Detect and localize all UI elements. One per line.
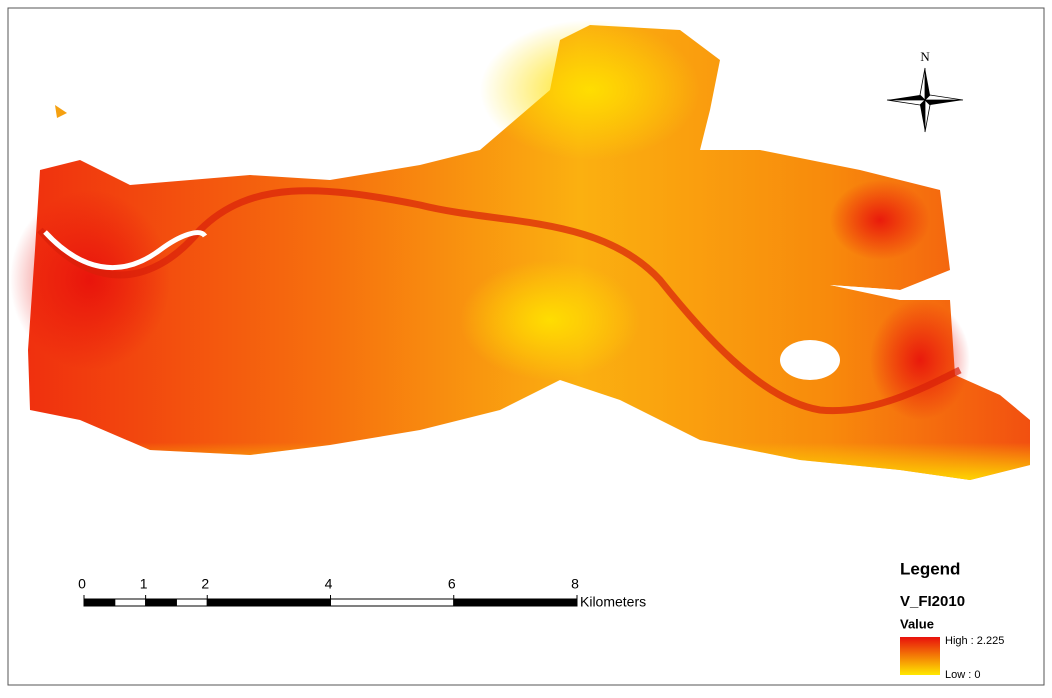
scale-tick-label: 4 bbox=[325, 576, 333, 592]
map-layout: N 0 1 2 4 6 8Kilometers Legend V_FI2010 Value… bbox=[0, 0, 1052, 693]
scale-tick-label: 0 bbox=[78, 576, 86, 592]
scale-segment bbox=[84, 599, 115, 606]
scale-segment bbox=[115, 599, 146, 606]
legend-title: Legend bbox=[900, 559, 960, 578]
scale-tick-label: 1 bbox=[140, 576, 148, 592]
scale-segment bbox=[146, 599, 177, 606]
color-ramp bbox=[900, 637, 940, 675]
scale-tick-label: 6 bbox=[448, 576, 456, 592]
legend-low: Low : 0 bbox=[945, 669, 980, 681]
legend-field: Value bbox=[900, 616, 934, 631]
legend-high: High : 2.225 bbox=[945, 635, 1004, 647]
scale-segment bbox=[331, 599, 454, 606]
scale-segment bbox=[176, 599, 207, 606]
north-label: N bbox=[920, 49, 930, 64]
scale-tick-label: 8 bbox=[571, 576, 579, 592]
scale-segment bbox=[454, 599, 577, 606]
page: N 0 1 2 4 6 8Kilometers Legend V_FI2010 Value… bbox=[0, 0, 1052, 698]
scale-tick-label: 2 bbox=[201, 576, 209, 592]
scale-unit: Kilometers bbox=[580, 594, 646, 610]
scale-segment bbox=[207, 599, 330, 606]
legend-layer: V_FI2010 bbox=[900, 593, 965, 610]
